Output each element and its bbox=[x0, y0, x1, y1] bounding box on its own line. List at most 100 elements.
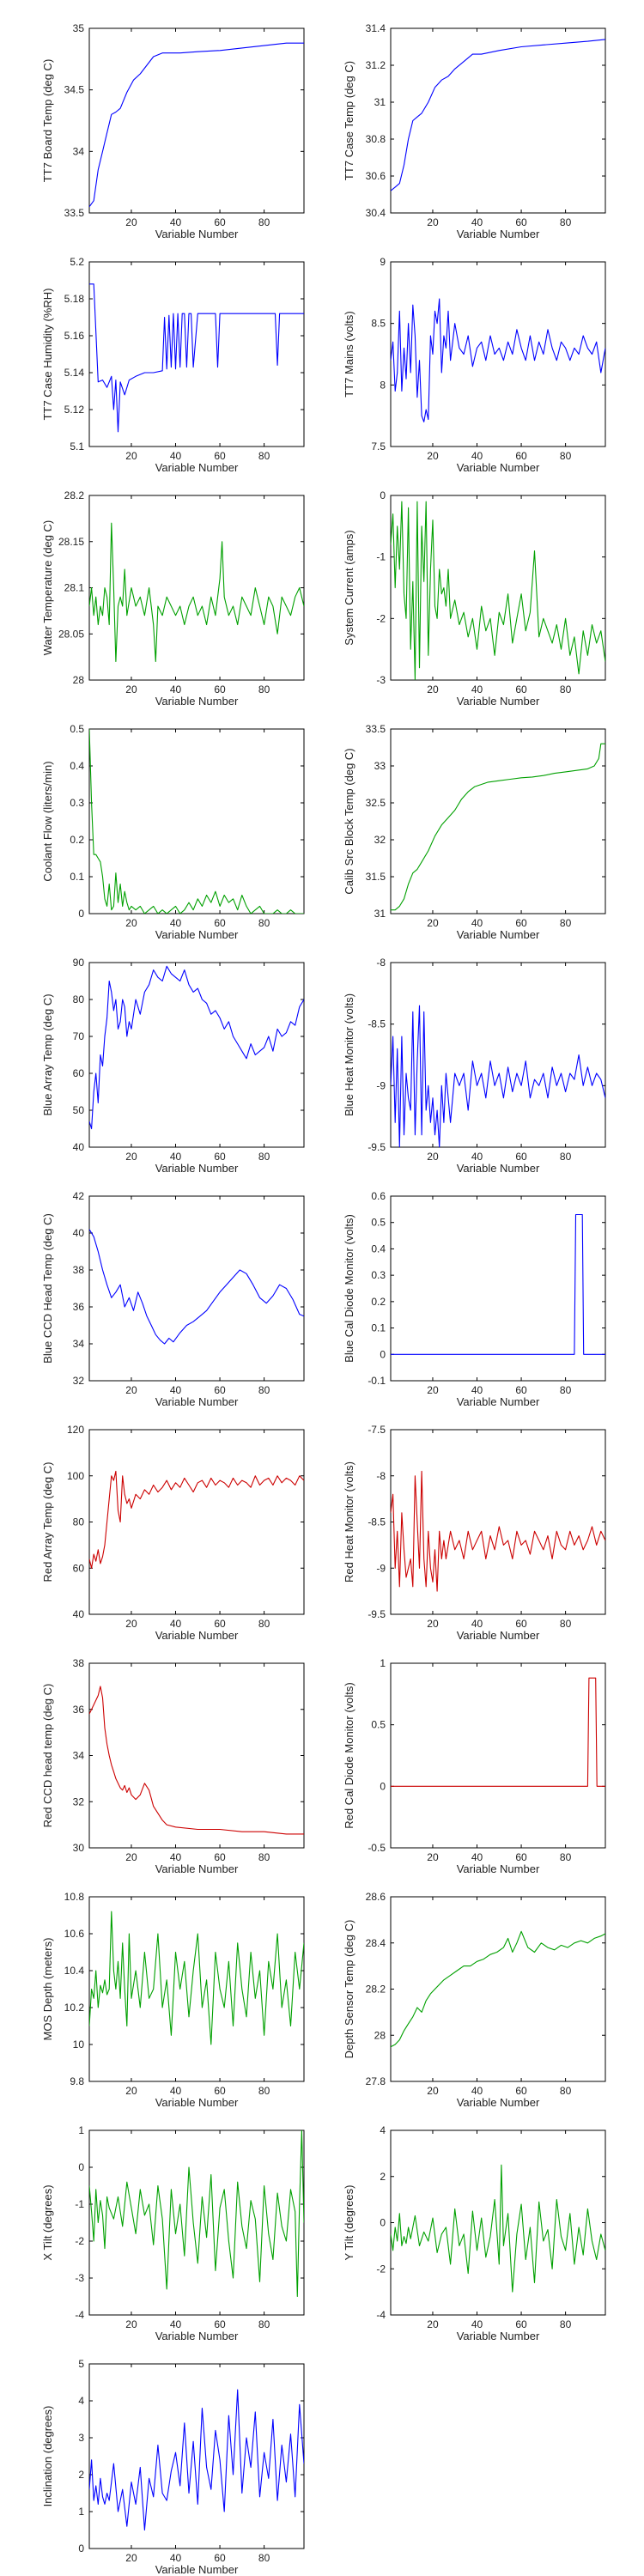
x-axis-label: Variable Number bbox=[457, 1629, 540, 1642]
series-line bbox=[391, 2164, 605, 2293]
chart-tt7-board-temp: 33.5 34 34.5 35 20 40 60 80 Variable Number TT7 B… bbox=[41, 22, 305, 240]
y-tick-label: 33.5 bbox=[64, 207, 85, 219]
y-tick-label: 35 bbox=[73, 22, 85, 34]
x-tick-label: 80 bbox=[258, 917, 270, 929]
y-tick-label: -2 bbox=[376, 612, 386, 624]
y-tick-label: 1 bbox=[78, 2506, 84, 2518]
chart-tt7-case-temp: 30.4 30.6 30.8 31 31.2 31.4 20 40 60 80 Variable N… bbox=[343, 22, 606, 240]
y-tick-label: -9 bbox=[376, 1562, 386, 1574]
plot-frame bbox=[88, 1195, 305, 1382]
y-tick-label: 80 bbox=[73, 1516, 85, 1528]
chart-red-heat-monitor: -9.5 -9 -8.5 -8 -7.5 20 40 60 80 Variable Number R… bbox=[343, 1424, 606, 1642]
y-axis-label: Coolant Flow (liters/min) bbox=[41, 761, 54, 881]
x-tick-label: 20 bbox=[125, 1384, 137, 1396]
x-tick-label: 60 bbox=[515, 1851, 527, 1863]
y-tick-label: 0 bbox=[380, 2217, 386, 2229]
series-line bbox=[391, 1470, 605, 1592]
x-tick-label: 80 bbox=[560, 216, 572, 228]
series-line bbox=[391, 743, 605, 911]
y-tick-label: 0.2 bbox=[371, 1296, 386, 1308]
y-tick-label: 80 bbox=[73, 993, 85, 1005]
x-tick-label: 40 bbox=[471, 1851, 483, 1863]
x-tick-label: 80 bbox=[560, 2085, 572, 2097]
x-axis-label: Variable Number bbox=[155, 2563, 239, 2576]
y-tick-label: -8 bbox=[376, 957, 386, 969]
y-tick-label: 32 bbox=[73, 1375, 85, 1387]
y-tick-label: 28.05 bbox=[58, 628, 84, 640]
y-axis-label: Water Temperature (deg C) bbox=[41, 520, 54, 656]
x-tick-label: 60 bbox=[214, 2085, 226, 2097]
y-tick-label: 34.5 bbox=[64, 84, 85, 96]
y-tick-label: 120 bbox=[67, 1424, 84, 1436]
chart-depth-sensor-temp: 27.8 28 28.2 28.4 28.6 20 40 60 80 Variable Numbe… bbox=[343, 1891, 606, 2109]
chart-y-tilt: -4 -2 0 2 4 20 40 60 80 Variable Number Y Tilt (de… bbox=[343, 2124, 606, 2342]
x-axis-label: Variable Number bbox=[457, 1395, 540, 1408]
x-tick-label: 60 bbox=[214, 683, 226, 696]
chart-blue-array-temp: 40 50 60 70 80 90 20 40 60 80 Variable Number Blue … bbox=[41, 957, 305, 1175]
y-tick-label: 28.6 bbox=[366, 1891, 386, 1903]
y-tick-label: 5.14 bbox=[64, 367, 85, 379]
x-tick-label: 20 bbox=[427, 1851, 439, 1863]
series-line bbox=[391, 39, 605, 191]
y-tick-label: 8 bbox=[380, 379, 386, 391]
x-tick-label: 40 bbox=[471, 2318, 483, 2330]
x-tick-label: 60 bbox=[214, 216, 226, 228]
y-tick-label: 5.1 bbox=[70, 440, 84, 453]
y-tick-label: 0.3 bbox=[371, 1269, 386, 1281]
y-axis-label: Blue CCD Head Temp (deg C) bbox=[41, 1213, 54, 1364]
series-line bbox=[391, 1213, 605, 1355]
plot-frame bbox=[390, 2129, 606, 2316]
y-tick-label: 36 bbox=[73, 1704, 85, 1716]
y-tick-label: 0 bbox=[380, 1348, 386, 1360]
x-tick-label: 40 bbox=[471, 1384, 483, 1396]
y-tick-label: 1 bbox=[78, 2124, 84, 2136]
x-tick-label: 40 bbox=[471, 2085, 483, 2097]
x-tick-label: 40 bbox=[170, 2085, 182, 2097]
plot-frame bbox=[390, 495, 606, 681]
y-tick-label: 10.6 bbox=[64, 1928, 85, 1940]
y-tick-label: 0.1 bbox=[70, 871, 84, 883]
x-tick-label: 20 bbox=[125, 2552, 137, 2564]
y-tick-label: 50 bbox=[73, 1104, 85, 1116]
x-axis-label: Variable Number bbox=[155, 928, 239, 941]
x-tick-label: 60 bbox=[214, 917, 226, 929]
y-tick-label: 4 bbox=[78, 2395, 84, 2407]
y-tick-label: 30 bbox=[73, 1842, 85, 1854]
y-tick-label: 0.5 bbox=[70, 723, 84, 735]
x-tick-label: 80 bbox=[560, 1151, 572, 1163]
x-axis-label: Variable Number bbox=[155, 1862, 239, 1875]
x-tick-label: 20 bbox=[427, 917, 439, 929]
x-tick-label: 80 bbox=[560, 2318, 572, 2330]
x-axis-label: Variable Number bbox=[457, 695, 540, 708]
x-tick-label: 60 bbox=[515, 917, 527, 929]
x-tick-label: 20 bbox=[427, 1151, 439, 1163]
x-tick-label: 40 bbox=[471, 917, 483, 929]
y-tick-label: -1 bbox=[75, 2198, 84, 2210]
plot-frame bbox=[390, 1662, 606, 1849]
plot-frame bbox=[88, 1662, 305, 1849]
chart-x-tilt: -4 -3 -2 -1 0 1 20 40 60 80 Variable Number X Tilt … bbox=[41, 2124, 305, 2342]
x-tick-label: 20 bbox=[125, 683, 137, 696]
series-line bbox=[391, 1930, 605, 2048]
series-line bbox=[391, 501, 605, 680]
plot-frame bbox=[88, 962, 305, 1148]
series-line bbox=[89, 2389, 304, 2531]
y-tick-label: 0.3 bbox=[70, 797, 84, 809]
y-tick-label: 28.15 bbox=[58, 536, 84, 548]
series-line bbox=[89, 2130, 304, 2298]
x-tick-label: 20 bbox=[427, 450, 439, 462]
y-tick-label: 0.5 bbox=[371, 1719, 386, 1731]
x-tick-label: 80 bbox=[560, 1618, 572, 1630]
x-tick-label: 40 bbox=[471, 450, 483, 462]
y-axis-label: Blue Heat Monitor (volts) bbox=[343, 993, 355, 1116]
y-tick-label: 28 bbox=[73, 674, 85, 686]
y-tick-label: 30.6 bbox=[366, 170, 386, 182]
y-tick-label: 0.5 bbox=[371, 1217, 386, 1229]
y-tick-label: 33.5 bbox=[366, 723, 386, 735]
plot-frame bbox=[390, 1896, 606, 2082]
x-tick-label: 80 bbox=[258, 1384, 270, 1396]
y-tick-label: -9.5 bbox=[368, 1141, 386, 1153]
y-axis-label: Blue Array Temp (deg C) bbox=[41, 993, 54, 1115]
x-tick-label: 20 bbox=[427, 1384, 439, 1396]
